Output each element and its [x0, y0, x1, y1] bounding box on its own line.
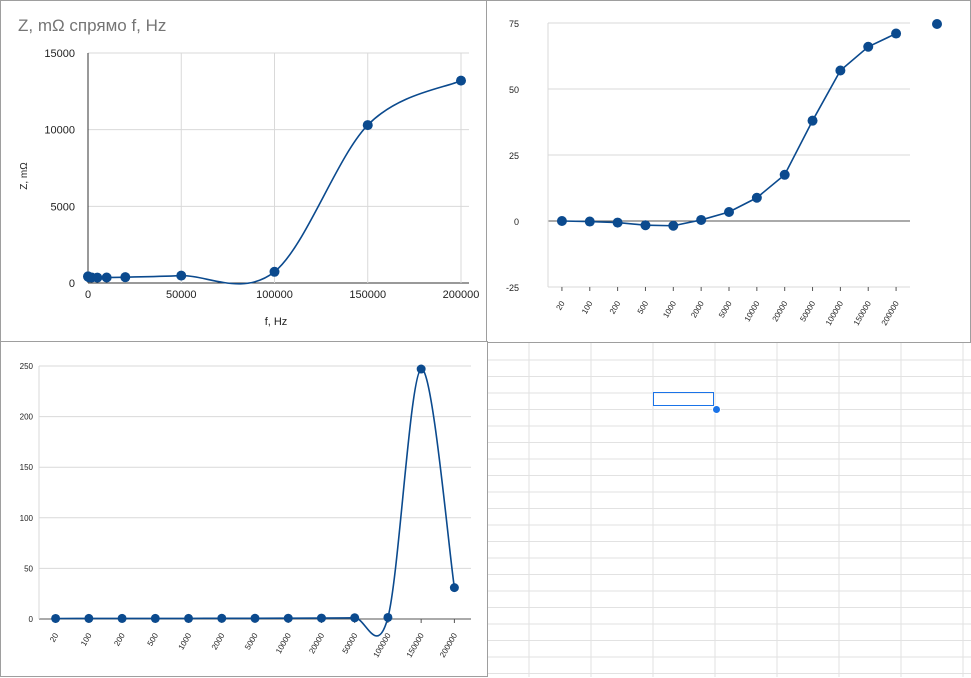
x-tick-label: 0: [85, 289, 91, 301]
x-tick-label: 200: [112, 631, 127, 648]
data-point: [120, 272, 131, 283]
y-tick-label: 250: [20, 362, 34, 371]
data-point: [316, 613, 326, 623]
x-tick-label: 50000: [166, 289, 197, 301]
data-point: [101, 272, 112, 283]
series-line: [55, 368, 456, 637]
data-point: [250, 613, 260, 623]
data-point: [456, 75, 466, 86]
data-point: [92, 272, 103, 283]
x-tick-label: 20: [554, 299, 567, 312]
y-tick-label: 5000: [51, 201, 75, 213]
y-tick-label: 200: [20, 413, 34, 422]
y-tick-label: 25: [509, 151, 519, 161]
data-point: [779, 169, 790, 180]
data-point: [184, 613, 194, 623]
x-tick-label: 200000: [443, 289, 480, 301]
x-tick-label: 20000: [771, 299, 790, 323]
data-point: [863, 41, 874, 52]
x-tick-label: 10000: [743, 299, 762, 323]
x-tick-label: 10000: [274, 631, 293, 655]
x-tick-label: 5000: [717, 299, 734, 319]
chart-b-plot: -25 0 25 50 75 20 100 200 500 1000 2000 5000 10000 20…: [506, 19, 942, 327]
y-axis-label: Z, mΩ: [19, 162, 30, 190]
y-tick-label: 50: [24, 564, 33, 573]
fill-handle[interactable]: [712, 405, 721, 414]
y-tick-label: 100: [20, 514, 34, 523]
data-point: [835, 65, 846, 76]
data-point: [696, 214, 707, 225]
data-point: [612, 217, 623, 228]
x-tick-label: 150000: [349, 289, 386, 301]
x-tick-label: 200: [608, 299, 623, 316]
x-tick-label: 5000: [243, 631, 260, 651]
data-point: [640, 220, 651, 231]
x-tick-label: 500: [636, 299, 651, 316]
y-tick-label: 0: [514, 217, 519, 227]
y-tick-label: 10000: [44, 125, 75, 137]
x-tick-label: 2000: [210, 631, 227, 651]
data-point: [117, 613, 127, 623]
y-tick-label: -25: [506, 283, 519, 293]
data-point: [584, 216, 595, 227]
selected-cell[interactable]: [653, 392, 714, 406]
x-tick-label: 100000: [256, 289, 293, 301]
x-tick-label: 50000: [341, 631, 360, 655]
data-point: [668, 220, 679, 231]
data-point: [449, 583, 459, 593]
data-point: [724, 207, 734, 218]
x-tick-label: 2000: [689, 299, 706, 319]
data-point: [556, 216, 567, 226]
x-tick-label: 1000: [177, 631, 194, 651]
x-axis-label: f, Hz: [265, 316, 288, 328]
x-tick-label: 100000: [824, 299, 845, 327]
data-point: [807, 115, 818, 126]
y-tick-label: 0: [29, 615, 34, 624]
data-point: [84, 613, 94, 623]
data-point: [751, 192, 762, 203]
chart-title: Z, mΩ спрямо f, Hz: [18, 16, 167, 35]
series-line: [561, 32, 897, 227]
data-point: [283, 613, 293, 623]
x-tick-label: 50000: [798, 299, 817, 323]
x-tick-label: 200000: [880, 299, 901, 327]
data-point: [416, 364, 426, 374]
y-tick-label: 75: [509, 19, 519, 29]
x-tick-label: 150000: [405, 631, 426, 659]
data-point: [150, 613, 160, 623]
data-point: [383, 612, 393, 622]
x-tick-label: 100: [580, 299, 595, 316]
y-tick-label: 15000: [44, 48, 75, 60]
data-point: [350, 613, 360, 623]
data-point: [51, 613, 61, 623]
y-tick-label: 0: [69, 278, 75, 290]
x-tick-label: 1000: [661, 299, 678, 319]
x-tick-label: 20: [48, 631, 61, 644]
x-tick-label: 100: [79, 631, 94, 648]
chart-third-series[interactable]: 0 50 100 150 200 250 20 100 200 500 1000 2000 5000 10…: [0, 341, 488, 677]
x-tick-label: 150000: [852, 299, 873, 327]
legend-marker: [932, 19, 942, 29]
y-tick-label: 150: [20, 463, 34, 472]
data-point: [176, 270, 187, 281]
data-point: [217, 613, 227, 623]
x-tick-label: 500: [146, 631, 161, 648]
data-point: [891, 28, 902, 39]
chart-impedance-vs-frequency[interactable]: Z, mΩ спрямо f, Hz 0 5000 10000 15000 0 50000…: [0, 0, 488, 342]
data-point: [269, 266, 280, 277]
y-tick-label: 50: [509, 85, 519, 95]
data-point: [362, 120, 373, 131]
chart-c-plot: 0 50 100 150 200 250 20 100 200 500 1000 2000 5000 10…: [20, 362, 471, 659]
x-tick-label: 20000: [307, 631, 326, 655]
x-tick-label: 200000: [438, 631, 459, 659]
chart-phase-vs-frequency[interactable]: -25 0 25 50 75 20 100 200 500 1000 2000 5000 10000 20…: [486, 0, 971, 343]
